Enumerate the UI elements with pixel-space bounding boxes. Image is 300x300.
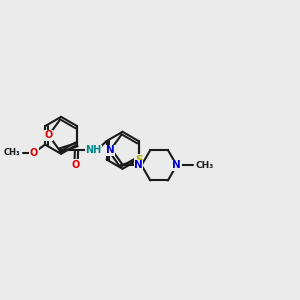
Text: N: N [134,160,143,170]
Text: NH: NH [85,145,101,155]
Text: O: O [44,130,53,140]
Text: S: S [135,154,142,164]
Text: N: N [172,160,181,170]
Text: CH₃: CH₃ [196,161,214,170]
Text: CH₃: CH₃ [4,148,20,157]
Text: O: O [30,148,38,158]
Text: O: O [72,160,80,170]
Text: N: N [106,145,115,155]
